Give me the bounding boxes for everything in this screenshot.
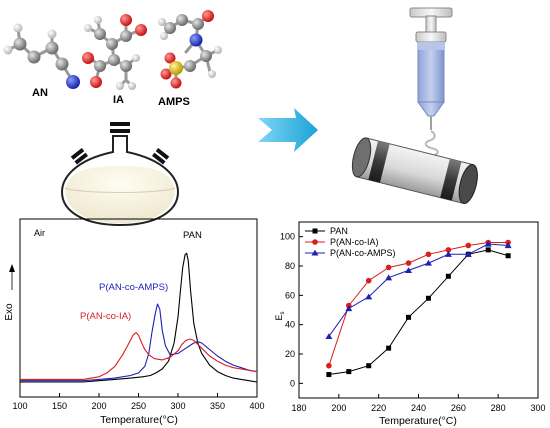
es-point-pan: [386, 345, 392, 351]
an-label: AN: [32, 87, 48, 99]
es-ylabel-main: E: [274, 314, 284, 320]
legend-marker-triangle: [311, 249, 319, 256]
es-x-tick-label: 180: [291, 403, 306, 413]
es-point-amps: [444, 251, 452, 257]
es-point-pan: [485, 247, 491, 253]
ia-molecule: [82, 14, 147, 90]
es-point-pan: [505, 253, 511, 259]
legend-label-ia: P(AN-co-IA): [330, 237, 379, 247]
dsc-x-tick-label: 150: [52, 401, 67, 411]
es-x-tick-label: 280: [491, 403, 506, 413]
es-y-tick-label: 60: [285, 290, 295, 300]
es-y-tick-label: 80: [285, 261, 295, 271]
es-point-ia: [365, 277, 372, 284]
es-point-amps: [365, 293, 373, 300]
es-point-pan: [425, 295, 431, 301]
es-point-amps: [484, 240, 492, 247]
es-ylabel: Es: [274, 311, 286, 320]
es-x-tick-label: 240: [411, 403, 426, 413]
reaction-flask: [60, 122, 180, 227]
es-y-tick-label: 100: [280, 232, 295, 242]
es-point-amps: [464, 251, 472, 257]
dsc-series: [20, 252, 258, 383]
es-point-amps: [504, 242, 512, 249]
es-x-tick-label: 200: [331, 403, 346, 413]
exo-arrow-head: [9, 264, 15, 272]
dsc-ylabel: Exo: [4, 303, 15, 321]
legend-marker-circle: [312, 239, 318, 245]
es-point-ia: [405, 260, 412, 266]
es-point-ia: [385, 264, 392, 271]
es-x-tick-label: 300: [530, 403, 545, 413]
dsc-x-axis: 100 150 200 250 300 350 400: [12, 393, 265, 411]
dsc-line-ia: [20, 332, 258, 380]
es-point-ia: [425, 251, 432, 258]
dsc-x-tick-label: 200: [91, 401, 106, 411]
process-arrow: [258, 108, 318, 152]
es-y-tick-label: 0: [290, 378, 295, 388]
es-point-ia: [465, 242, 472, 249]
es-point-ia: [445, 247, 452, 253]
es-line-amps: [328, 243, 509, 337]
dsc-x-tick-label: 350: [210, 401, 225, 411]
nitrogen-atom: [66, 75, 80, 89]
es-point-pan: [346, 369, 352, 375]
es-point-pan: [366, 363, 372, 369]
es-line-ia: [328, 242, 509, 366]
es-point-pan: [406, 314, 412, 320]
electrospinning-setup: [351, 7, 478, 205]
es-y-tick-label: 40: [285, 320, 295, 330]
legend-label-amps: P(AN-co-AMPS): [330, 248, 396, 258]
es-x-tick-label: 220: [371, 403, 386, 413]
es-x-axis: 180 200 220 240 260 280 300: [291, 394, 546, 413]
es-line-pan: [328, 249, 509, 375]
dsc-x-tick-label: 100: [12, 401, 27, 411]
es-point-amps: [424, 259, 432, 266]
es-chart: 180 200 220 240 260 280 300 0 20 40 60 80 100 Tempe…: [274, 221, 546, 427]
amps-molecule: [158, 10, 222, 89]
dsc-annotation-air: Air: [34, 228, 45, 238]
dsc-xlabel: Temperature(°C): [100, 414, 178, 426]
dsc-series-label-ia: P(AN-co-IA): [80, 311, 131, 322]
es-point-amps: [325, 333, 333, 339]
dsc-x-tick-label: 250: [131, 401, 146, 411]
dsc-line-amps: [20, 303, 258, 382]
legend-label-pan: PAN: [330, 226, 348, 236]
es-point-amps: [405, 267, 413, 273]
amps-label: AMPS: [158, 96, 190, 108]
es-legend: PAN P(AN-co-IA) P(AN-co-AMPS): [305, 226, 396, 258]
dsc-series-label-pan: PAN: [183, 230, 202, 241]
es-x-tick-label: 260: [451, 403, 466, 413]
es-y-tick-label: 20: [285, 349, 295, 359]
es-ylabel-sub: s: [280, 311, 286, 314]
legend-marker-square: [312, 228, 318, 234]
dsc-chart: Air 100 150 200 250 300 350 400 Temperature(°C…: [4, 218, 265, 426]
es-point-amps: [345, 305, 353, 312]
dsc-x-tick-label: 300: [170, 401, 185, 411]
es-series: [325, 239, 512, 378]
ia-label: IA: [113, 94, 124, 106]
es-point-ia: [326, 362, 332, 369]
es-xlabel: Temperature(°C): [379, 415, 457, 427]
dsc-x-tick-label: 400: [249, 401, 264, 411]
dsc-series-label-amps: P(AN-co-AMPS): [99, 282, 168, 293]
an-molecule: [3, 23, 80, 89]
es-point-pan: [326, 372, 332, 378]
es-point-amps: [385, 274, 393, 281]
dsc-line-pan: [20, 252, 258, 383]
es-point-pan: [445, 273, 451, 279]
es-y-axis: 0 20 40 60 80 100: [280, 232, 303, 388]
dsc-plot-frame: [19, 218, 258, 398]
